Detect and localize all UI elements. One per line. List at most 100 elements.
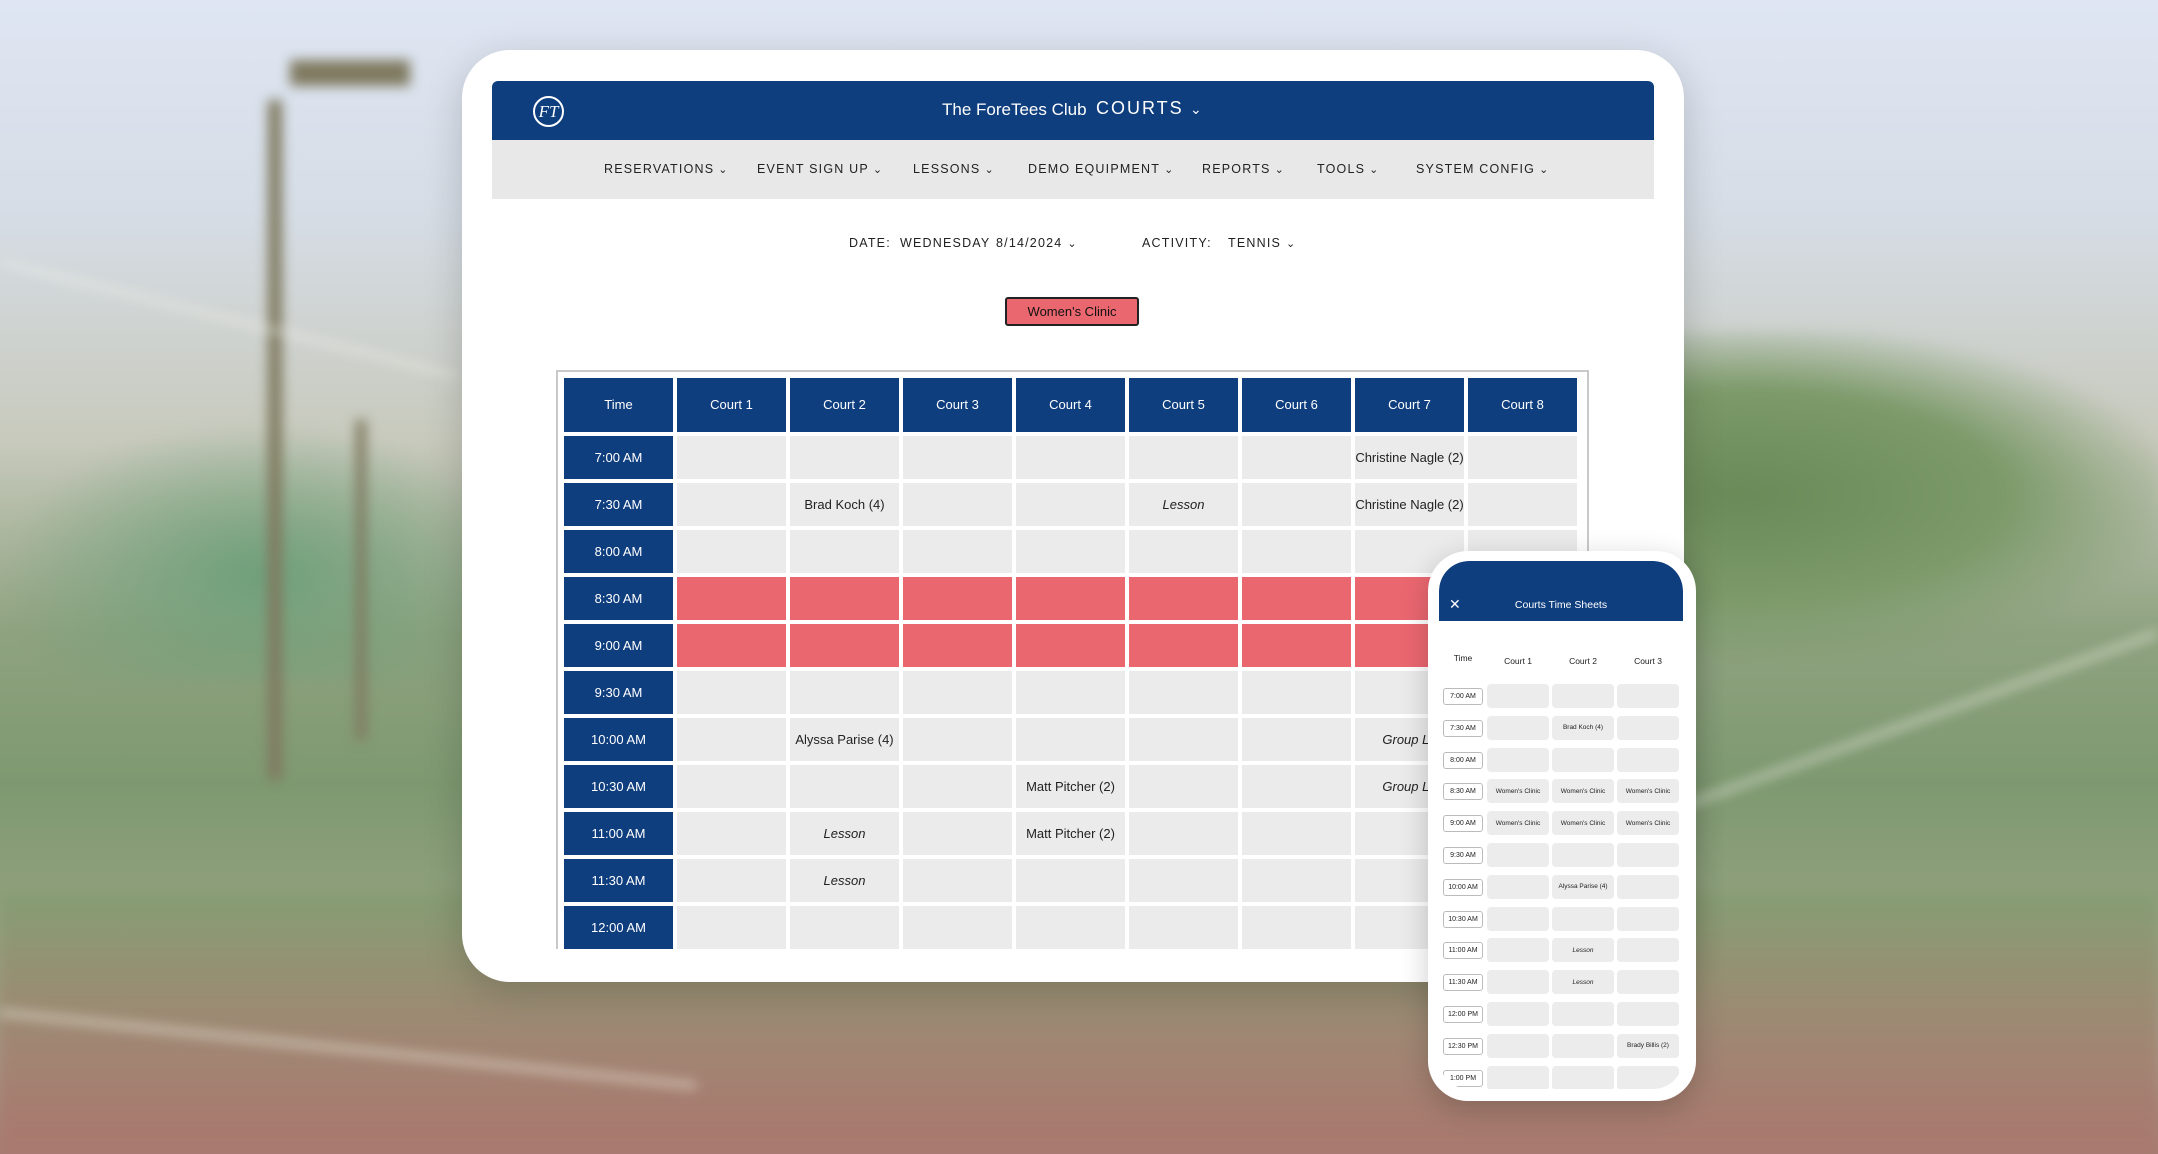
- phone-schedule-slot[interactable]: [1487, 970, 1549, 995]
- phone-schedule-slot[interactable]: [1617, 684, 1679, 708]
- schedule-slot[interactable]: [677, 671, 786, 714]
- nav-system-config[interactable]: SYSTEM CONFIG ⌄: [1416, 162, 1550, 176]
- schedule-slot[interactable]: [1129, 765, 1238, 808]
- phone-schedule-slot[interactable]: [1487, 684, 1549, 708]
- phone-schedule-slot[interactable]: Women's Clinic: [1487, 811, 1549, 836]
- phone-schedule-slot[interactable]: [1617, 970, 1679, 995]
- schedule-slot[interactable]: [1129, 624, 1238, 667]
- phone-schedule-slot[interactable]: [1487, 1065, 1549, 1089]
- schedule-slot[interactable]: Matt Pitcher (2): [1016, 812, 1125, 855]
- phone-schedule-slot[interactable]: [1487, 747, 1549, 772]
- schedule-slot[interactable]: [903, 718, 1012, 761]
- schedule-slot[interactable]: [677, 906, 786, 949]
- schedule-slot[interactable]: [1016, 436, 1125, 479]
- schedule-slot[interactable]: Alyssa Parise (4): [790, 718, 899, 761]
- phone-schedule-slot[interactable]: [1552, 684, 1614, 708]
- schedule-slot[interactable]: [790, 530, 899, 573]
- schedule-slot[interactable]: [677, 624, 786, 667]
- nav-lessons[interactable]: LESSONS ⌄: [913, 162, 995, 176]
- schedule-slot[interactable]: [1242, 859, 1351, 902]
- schedule-slot[interactable]: [1016, 906, 1125, 949]
- activity-selector[interactable]: TENNIS ⌄: [1228, 236, 1296, 250]
- schedule-slot[interactable]: [677, 483, 786, 526]
- club-logo[interactable]: FT: [533, 96, 564, 127]
- phone-schedule-slot[interactable]: [1552, 1065, 1614, 1089]
- phone-schedule-slot[interactable]: [1552, 843, 1614, 867]
- schedule-slot[interactable]: [1016, 483, 1125, 526]
- phone-schedule-slot[interactable]: [1617, 715, 1679, 740]
- phone-schedule-slot[interactable]: [1487, 1033, 1549, 1058]
- close-icon[interactable]: ✕: [1449, 596, 1461, 612]
- phone-schedule-slot[interactable]: Women's Clinic: [1617, 811, 1679, 836]
- schedule-slot[interactable]: [903, 483, 1012, 526]
- phone-schedule-slot[interactable]: Brad Koch (4): [1552, 715, 1614, 740]
- schedule-slot[interactable]: [790, 671, 899, 714]
- schedule-slot[interactable]: [1242, 906, 1351, 949]
- phone-schedule-slot[interactable]: Brady Billis (2): [1617, 1033, 1679, 1058]
- chevron-down-icon[interactable]: ⌄: [1190, 101, 1202, 117]
- schedule-slot[interactable]: [1129, 859, 1238, 902]
- date-selector[interactable]: 8/14/2024 ⌄: [996, 236, 1078, 250]
- schedule-slot[interactable]: [1129, 671, 1238, 714]
- phone-schedule-slot[interactable]: [1617, 747, 1679, 772]
- phone-schedule-slot[interactable]: [1487, 843, 1549, 867]
- phone-schedule-slot[interactable]: Lesson: [1552, 938, 1614, 963]
- phone-schedule-slot[interactable]: [1552, 906, 1614, 931]
- schedule-slot[interactable]: [903, 671, 1012, 714]
- nav-demo-equipment[interactable]: DEMO EQUIPMENT ⌄: [1028, 162, 1175, 176]
- schedule-slot[interactable]: [790, 624, 899, 667]
- phone-schedule-slot[interactable]: [1552, 1033, 1614, 1058]
- schedule-slot[interactable]: Lesson: [790, 859, 899, 902]
- schedule-slot[interactable]: [677, 577, 786, 620]
- phone-schedule-slot[interactable]: [1487, 906, 1549, 931]
- schedule-slot[interactable]: [1129, 906, 1238, 949]
- schedule-slot[interactable]: [1129, 436, 1238, 479]
- schedule-slot[interactable]: [1129, 812, 1238, 855]
- schedule-slot[interactable]: [677, 436, 786, 479]
- schedule-slot[interactable]: Lesson: [790, 812, 899, 855]
- phone-schedule-slot[interactable]: [1617, 1002, 1679, 1026]
- phone-schedule-slot[interactable]: Lesson: [1552, 970, 1614, 995]
- phone-schedule-slot[interactable]: Alyssa Parise (4): [1552, 874, 1614, 899]
- module-selector[interactable]: COURTS: [1096, 98, 1184, 118]
- nav-reports[interactable]: REPORTS ⌄: [1202, 162, 1285, 176]
- phone-schedule-slot[interactable]: [1617, 874, 1679, 899]
- schedule-slot[interactable]: [790, 906, 899, 949]
- event-legend-chip[interactable]: Women's Clinic: [1005, 297, 1139, 326]
- schedule-slot[interactable]: [903, 436, 1012, 479]
- schedule-slot[interactable]: [1242, 624, 1351, 667]
- schedule-slot[interactable]: [790, 765, 899, 808]
- schedule-slot[interactable]: [1242, 718, 1351, 761]
- phone-schedule-slot[interactable]: Women's Clinic: [1552, 811, 1614, 836]
- schedule-slot[interactable]: [1242, 436, 1351, 479]
- schedule-slot[interactable]: [1242, 671, 1351, 714]
- phone-schedule-slot[interactable]: [1617, 1065, 1679, 1089]
- schedule-slot[interactable]: Lesson: [1129, 483, 1238, 526]
- schedule-slot[interactable]: [790, 436, 899, 479]
- phone-schedule-slot[interactable]: [1617, 843, 1679, 867]
- phone-schedule-slot[interactable]: [1487, 715, 1549, 740]
- schedule-slot[interactable]: [1016, 718, 1125, 761]
- schedule-slot[interactable]: [677, 859, 786, 902]
- phone-schedule-slot[interactable]: [1617, 938, 1679, 963]
- schedule-slot[interactable]: [903, 530, 1012, 573]
- schedule-slot[interactable]: [1468, 483, 1577, 526]
- schedule-slot[interactable]: [1129, 577, 1238, 620]
- schedule-slot[interactable]: [1129, 530, 1238, 573]
- schedule-slot[interactable]: [677, 765, 786, 808]
- schedule-slot[interactable]: Christine Nagle (2): [1355, 483, 1464, 526]
- schedule-slot[interactable]: [677, 812, 786, 855]
- schedule-slot[interactable]: [903, 859, 1012, 902]
- schedule-slot[interactable]: Matt Pitcher (2): [1016, 765, 1125, 808]
- schedule-slot[interactable]: [1129, 718, 1238, 761]
- phone-schedule-slot[interactable]: Women's Clinic: [1617, 779, 1679, 804]
- schedule-slot[interactable]: [1016, 859, 1125, 902]
- schedule-slot[interactable]: [1242, 577, 1351, 620]
- schedule-slot[interactable]: [1016, 530, 1125, 573]
- nav-tools[interactable]: TOOLS ⌄: [1317, 162, 1380, 176]
- phone-schedule-slot[interactable]: Women's Clinic: [1487, 779, 1549, 804]
- schedule-slot[interactable]: [1468, 436, 1577, 479]
- phone-schedule-slot[interactable]: [1487, 1002, 1549, 1026]
- nav-event-sign-up[interactable]: EVENT SIGN UP ⌄: [757, 162, 883, 176]
- phone-schedule-slot[interactable]: Women's Clinic: [1552, 779, 1614, 804]
